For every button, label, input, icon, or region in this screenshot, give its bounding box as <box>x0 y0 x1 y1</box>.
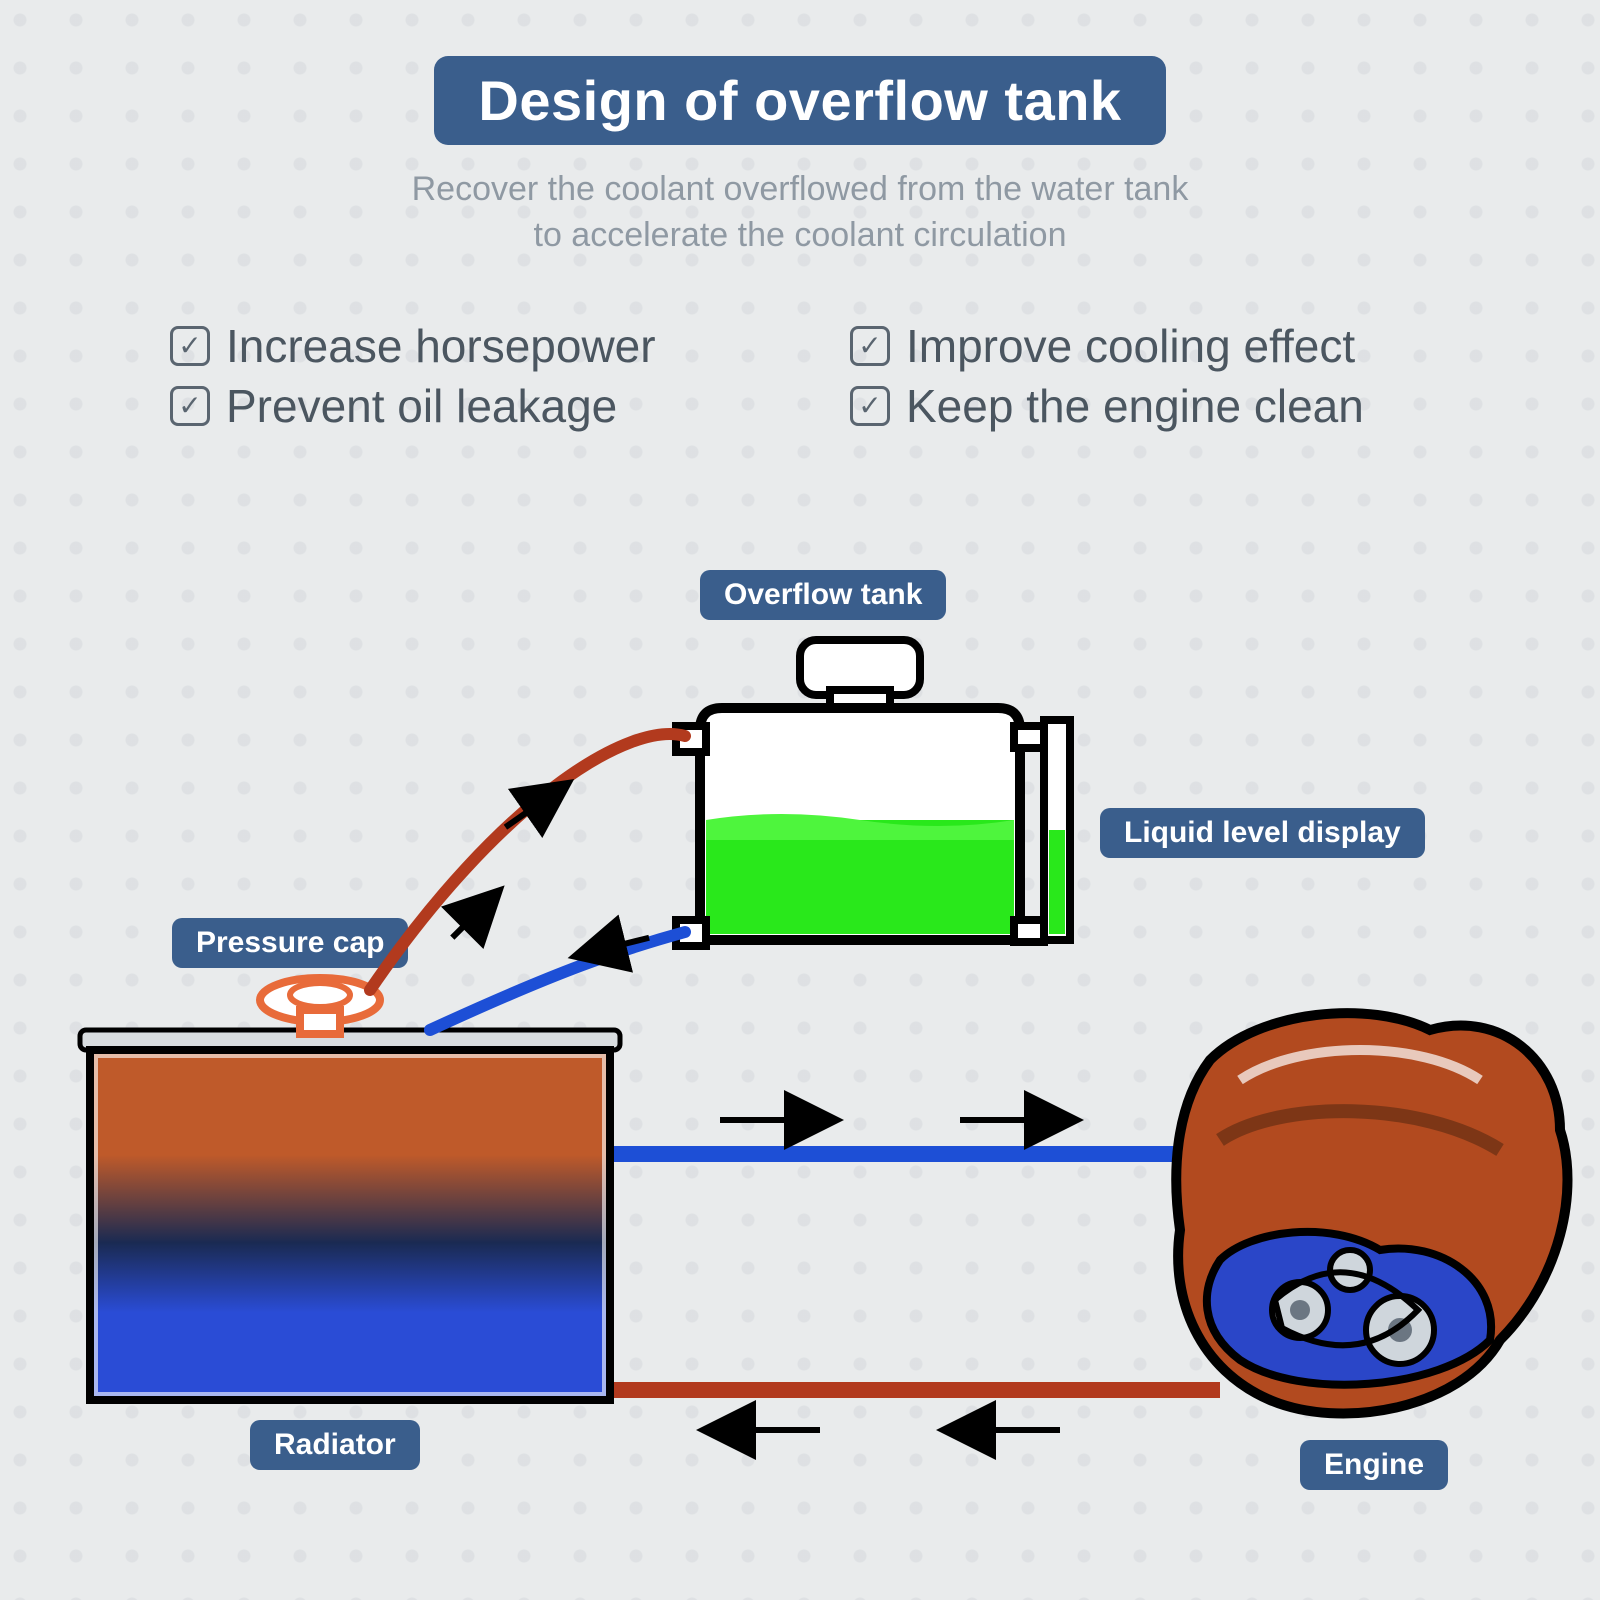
overflow-tank-shape <box>676 640 1044 946</box>
benefit-label: Keep the engine clean <box>906 379 1364 433</box>
subtitle: Recover the coolant overflowed from the … <box>0 167 1600 259</box>
check-icon: ✓ <box>850 326 890 366</box>
engine-shape <box>1176 1013 1567 1413</box>
check-icon: ✓ <box>170 386 210 426</box>
header: Design of overflow tank Recover the cool… <box>0 0 1600 259</box>
hose-from-tank <box>430 932 685 1030</box>
benefit-item: ✓ Increase horsepower <box>170 319 750 373</box>
check-icon: ✓ <box>850 386 890 426</box>
benefits-grid: ✓ Increase horsepower ✓ Improve cooling ef… <box>170 319 1430 433</box>
benefit-label: Improve cooling effect <box>906 319 1355 373</box>
radiator-shape <box>80 1030 620 1400</box>
benefit-item: ✓ Keep the engine clean <box>850 379 1430 433</box>
hose-arrow-icon <box>452 902 487 937</box>
benefit-item: ✓ Improve cooling effect <box>850 319 1430 373</box>
check-icon: ✓ <box>170 326 210 366</box>
hose-arrow-icon <box>505 793 554 827</box>
subtitle-line-2: to accelerate the coolant circulation <box>534 216 1067 254</box>
pressure-cap-shape <box>260 978 380 1034</box>
liquid-level-tube <box>1044 720 1070 940</box>
benefit-label: Increase horsepower <box>226 319 656 373</box>
benefit-item: ✓ Prevent oil leakage <box>170 379 750 433</box>
benefit-label: Prevent oil leakage <box>226 379 617 433</box>
page-title: Design of overflow tank <box>434 56 1165 145</box>
diagram-svg <box>0 540 1600 1600</box>
subtitle-line-1: Recover the coolant overflowed from the … <box>412 170 1189 208</box>
diagram-stage: Overflow tank Liquid level display Press… <box>0 540 1600 1600</box>
